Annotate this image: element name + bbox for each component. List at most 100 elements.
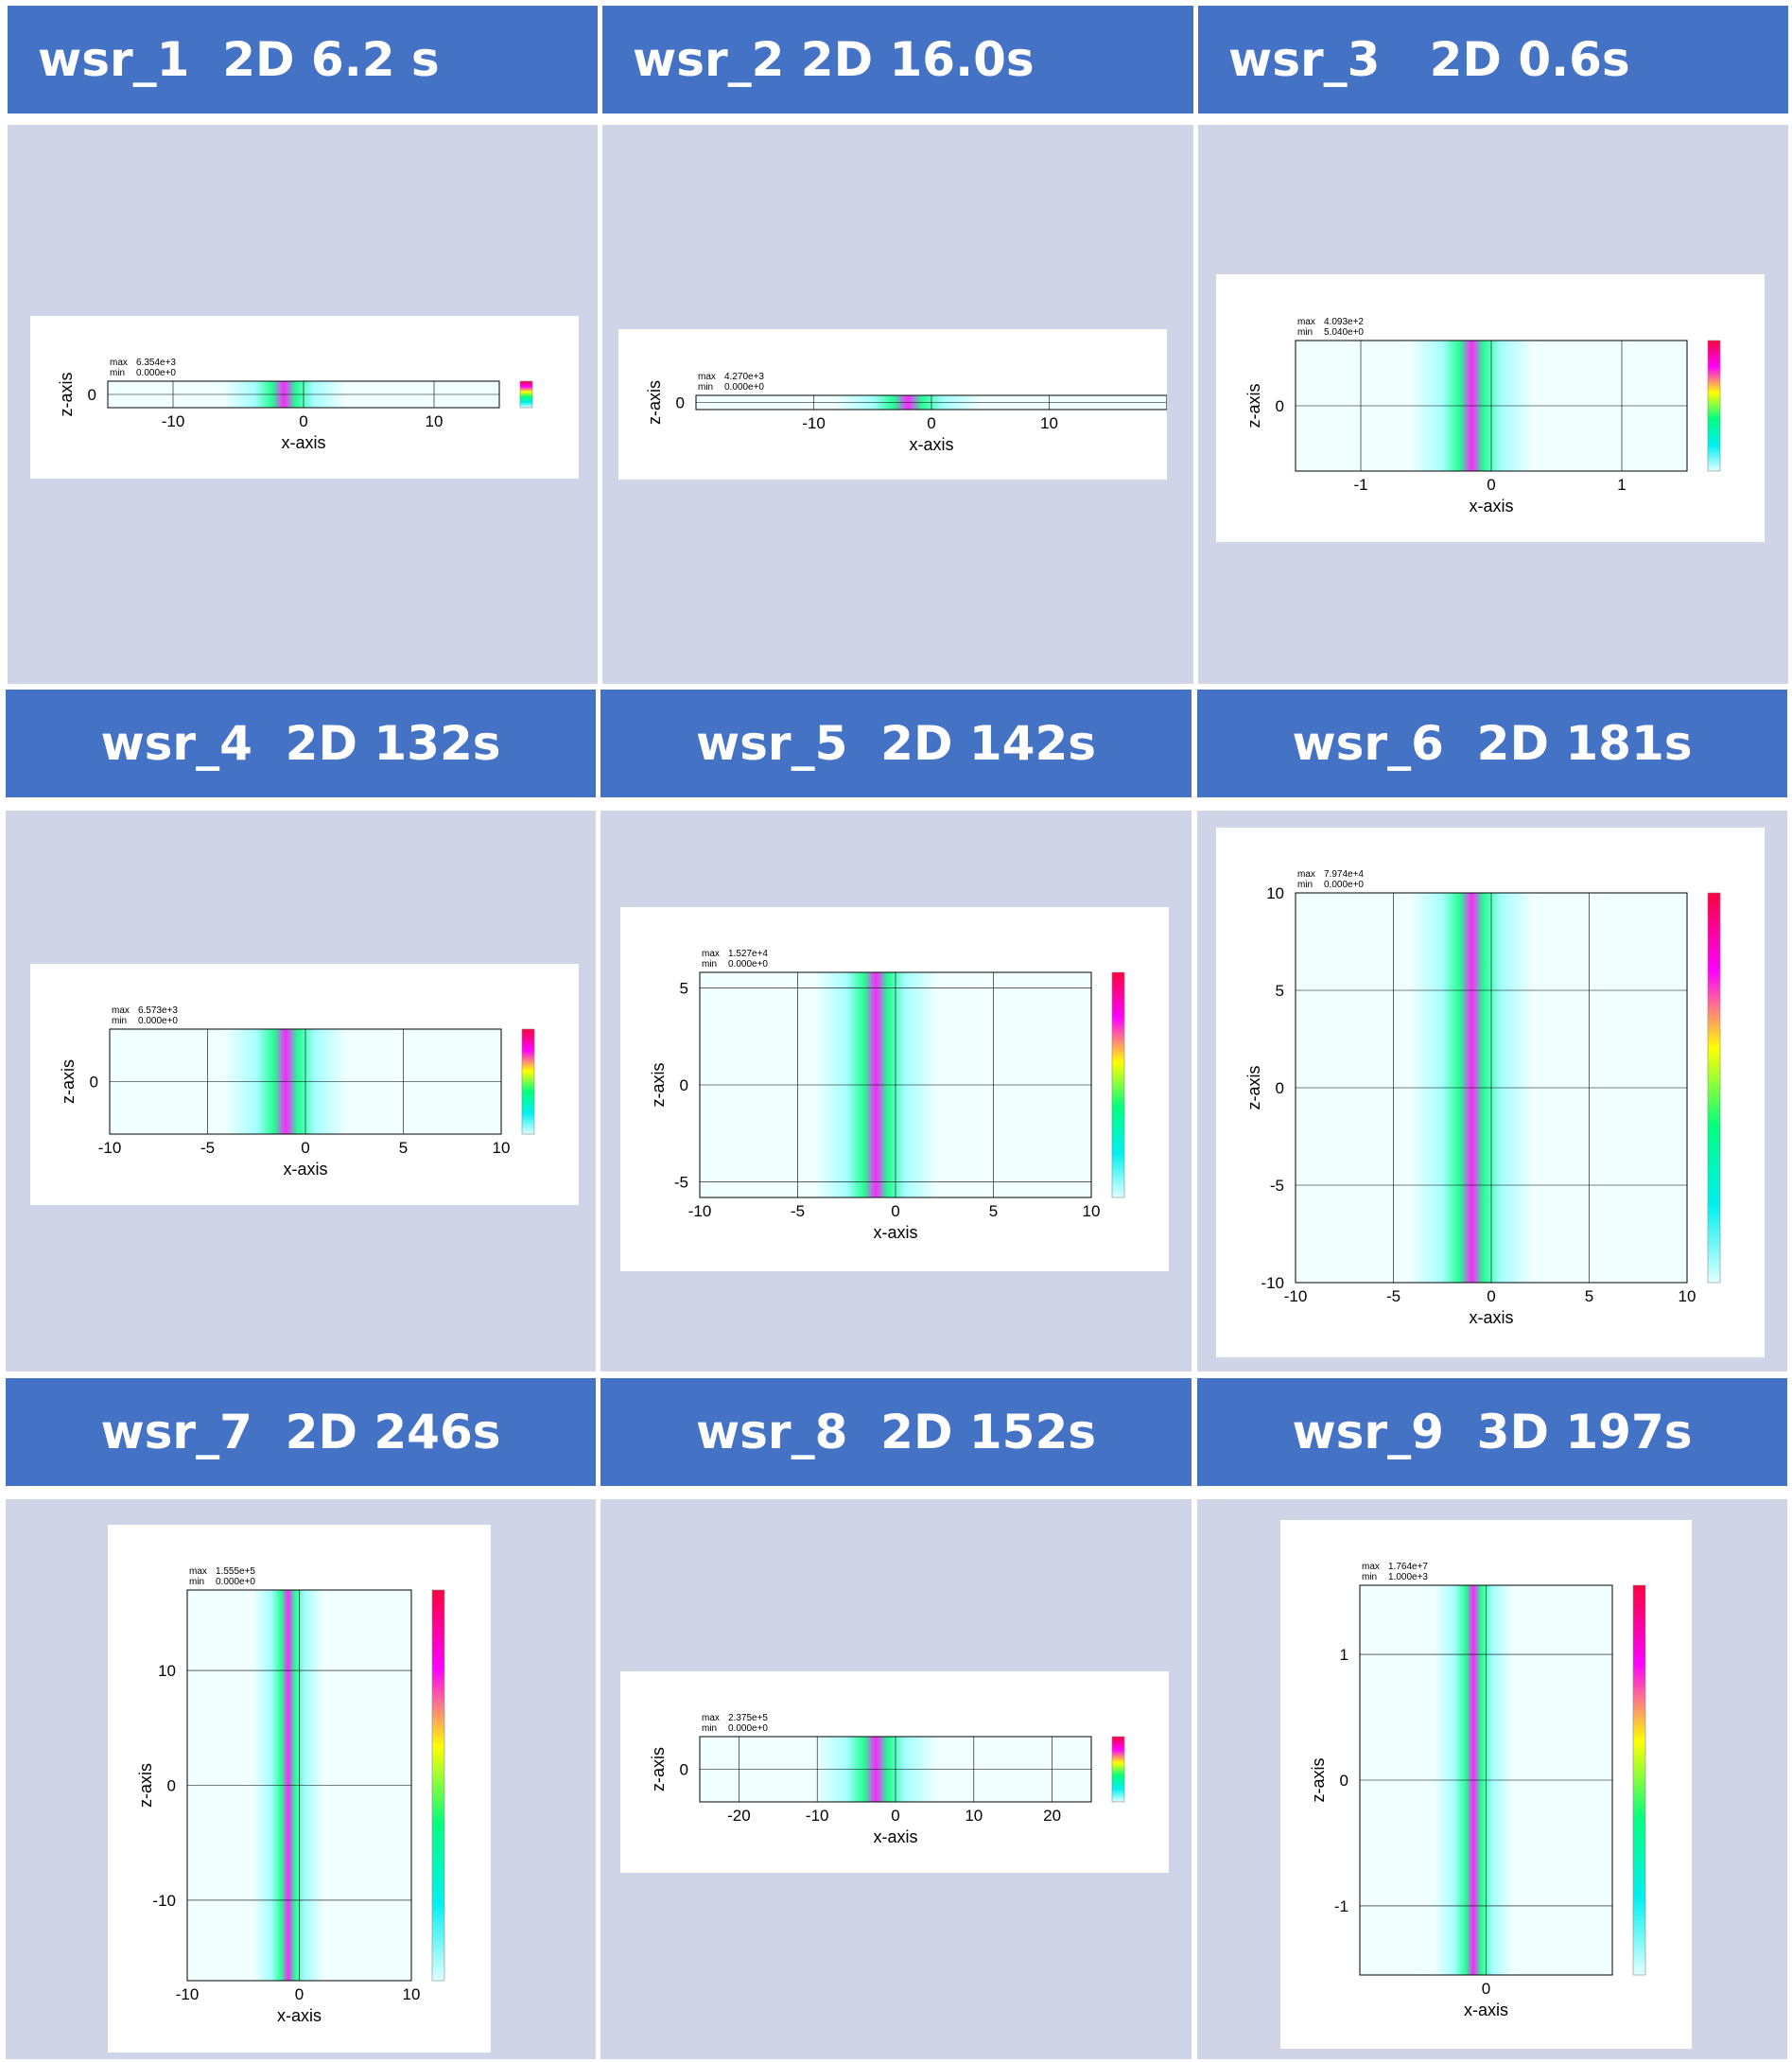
panel-5-title: wsr_5 2D 142s xyxy=(600,690,1192,797)
x-axis-label: x-axis xyxy=(281,433,325,452)
y-tick-label: 0 xyxy=(676,394,685,412)
y-tick-label: -5 xyxy=(674,1174,688,1192)
x-tick-label: 10 xyxy=(403,1985,421,2003)
max-value: 4.093e+2 xyxy=(1324,317,1364,327)
panel-2-title: wsr_2 2D 16.0s xyxy=(602,6,1193,114)
colorbar xyxy=(1707,892,1721,1284)
chart-svg: max 4.270e+3 min 0.000e+0 -10 0 10 0 x-axis z-axi… xyxy=(645,372,1167,454)
max-value: 2.375e+5 xyxy=(728,1713,768,1723)
x-tick-label: -10 xyxy=(802,414,826,432)
chart-svg: max 1.555e+5 min 0.000e+0 -10 0 10 -10 0 10 x-axis… xyxy=(136,1566,445,2025)
x-axis-label: x-axis xyxy=(283,1160,327,1179)
min-value: 0.000e+0 xyxy=(216,1577,255,1587)
y-tick-label: 0 xyxy=(680,1076,688,1094)
max-value: 1.527e+4 xyxy=(728,949,768,959)
max-label: max xyxy=(112,1005,130,1016)
min-label: min xyxy=(702,959,717,970)
y-tick-label: 0 xyxy=(167,1777,176,1795)
max-label: max xyxy=(1297,869,1315,880)
x-tick-label: 10 xyxy=(1679,1287,1696,1305)
x-tick-label: 10 xyxy=(426,412,444,430)
y-axis-label: z-axis xyxy=(645,380,664,425)
y-tick-label: 5 xyxy=(680,979,688,997)
x-tick-label: -5 xyxy=(1386,1287,1401,1305)
plot-frame xyxy=(1295,340,1688,472)
chart-svg: max 1.764e+7 min 1.000e+3 0 -1 0 1 x-axis z-axis xyxy=(1309,1562,1646,2019)
x-tick-label: 10 xyxy=(1083,1202,1101,1220)
y-tick-label: -10 xyxy=(1261,1274,1284,1292)
y-tick-label: 0 xyxy=(1276,1079,1284,1097)
max-value: 4.270e+3 xyxy=(724,372,764,382)
y-axis-label: z-axis xyxy=(59,1059,78,1104)
min-label: min xyxy=(112,1016,127,1026)
colorbar xyxy=(431,1589,445,1982)
chart-svg: max 4.093e+2 min 5.040e+0 -1 0 1 0 x-axis z-axis xyxy=(1244,317,1721,516)
y-tick-label: 0 xyxy=(88,386,96,404)
max-value: 1.555e+5 xyxy=(216,1566,255,1577)
x-axis-label: x-axis xyxy=(277,2006,322,2025)
chart-svg: max 7.974e+4 min 0.000e+0 -10 -5 0 5 10 -10 -5 0 5 10… xyxy=(1244,869,1721,1327)
min-label: min xyxy=(1297,327,1313,338)
min-label: min xyxy=(1297,880,1313,890)
min-value: 1.000e+3 xyxy=(1388,1572,1428,1582)
x-tick-label: 0 xyxy=(295,1985,304,2003)
plot-frame xyxy=(699,971,1092,1198)
panel-5-plot: max 1.527e+4 min 0.000e+0 -10 -5 0 5 10 -5 0 5 x-axi… xyxy=(620,907,1169,1271)
min-value: 5.040e+0 xyxy=(1324,327,1364,338)
max-label: max xyxy=(1362,1562,1380,1572)
panel-9-plot: max 1.764e+7 min 1.000e+3 0 -1 0 1 x-axis z-axis xyxy=(1280,1520,1692,2049)
max-label: max xyxy=(702,949,720,959)
panel-7-title: wsr_7 2D 246s xyxy=(6,1378,596,1486)
y-axis-label: z-axis xyxy=(57,372,76,416)
max-label: max xyxy=(189,1566,207,1577)
panel-6-title: wsr_6 2D 181s xyxy=(1197,690,1787,797)
x-axis-label: x-axis xyxy=(909,435,953,454)
x-tick-label: -1 xyxy=(1353,476,1367,494)
x-tick-label: 5 xyxy=(399,1139,408,1157)
y-tick-label: -10 xyxy=(152,1892,176,1910)
min-value: 0.000e+0 xyxy=(728,1723,768,1734)
y-axis-label: z-axis xyxy=(649,1747,668,1791)
x-tick-label: 5 xyxy=(1585,1287,1593,1305)
panel-8-plot: max 2.375e+5 min 0.000e+0 -20 -10 0 10 20 0 x-axis… xyxy=(620,1671,1169,1873)
max-label: max xyxy=(110,358,128,368)
panel-2-plot: max 4.270e+3 min 0.000e+0 -10 0 10 0 x-axis z-axi… xyxy=(618,329,1167,480)
panel-9-title: wsr_9 3D 197s xyxy=(1197,1378,1787,1486)
x-tick-label: -10 xyxy=(176,1985,200,2003)
x-tick-label: 10 xyxy=(493,1139,511,1157)
panel-4-plot: max 6.573e+3 min 0.000e+0 -10 -5 0 5 10 0 x-axis z-… xyxy=(30,964,579,1205)
chart-svg: max 6.573e+3 min 0.000e+0 -10 -5 0 5 10 0 x-axis z-… xyxy=(59,1005,535,1179)
y-tick-label: 0 xyxy=(1276,397,1284,415)
min-label: min xyxy=(698,382,713,393)
y-tick-label: -1 xyxy=(1334,1897,1348,1915)
x-tick-label: 0 xyxy=(1487,1287,1495,1305)
min-label: min xyxy=(110,368,125,378)
chart-svg: max 6.354e+3 min 0.000e+0 -10 0 10 0 x-axis z-axi… xyxy=(57,358,533,452)
y-axis-label: z-axis xyxy=(1244,1065,1263,1110)
max-label: max xyxy=(702,1713,720,1723)
min-value: 0.000e+0 xyxy=(136,368,176,378)
y-axis-label: z-axis xyxy=(1309,1757,1328,1802)
plot-frame xyxy=(109,1028,502,1135)
x-tick-label: 0 xyxy=(299,412,307,430)
colorbar xyxy=(1707,340,1721,472)
max-value: 1.764e+7 xyxy=(1388,1562,1428,1572)
y-axis-label: z-axis xyxy=(136,1763,155,1808)
x-tick-label: 0 xyxy=(1487,476,1495,494)
x-tick-label: 10 xyxy=(1040,414,1058,432)
max-value: 6.573e+3 xyxy=(138,1005,178,1016)
x-tick-label: -10 xyxy=(162,412,185,430)
plot-frame xyxy=(107,380,500,409)
x-tick-label: 0 xyxy=(927,414,935,432)
x-axis-label: x-axis xyxy=(873,1223,917,1242)
panel-3-title: wsr_3 2D 0.6s xyxy=(1198,6,1788,114)
plot-frame xyxy=(699,1736,1092,1803)
x-tick-label: -5 xyxy=(200,1139,215,1157)
x-tick-label: 0 xyxy=(891,1202,899,1220)
y-tick-label: 10 xyxy=(1266,884,1284,902)
x-tick-label: -10 xyxy=(1284,1287,1308,1305)
plot-frame xyxy=(695,394,1167,411)
y-tick-label: 0 xyxy=(1340,1772,1348,1790)
y-tick-label: 1 xyxy=(1340,1646,1348,1664)
x-axis-label: x-axis xyxy=(1469,497,1513,516)
